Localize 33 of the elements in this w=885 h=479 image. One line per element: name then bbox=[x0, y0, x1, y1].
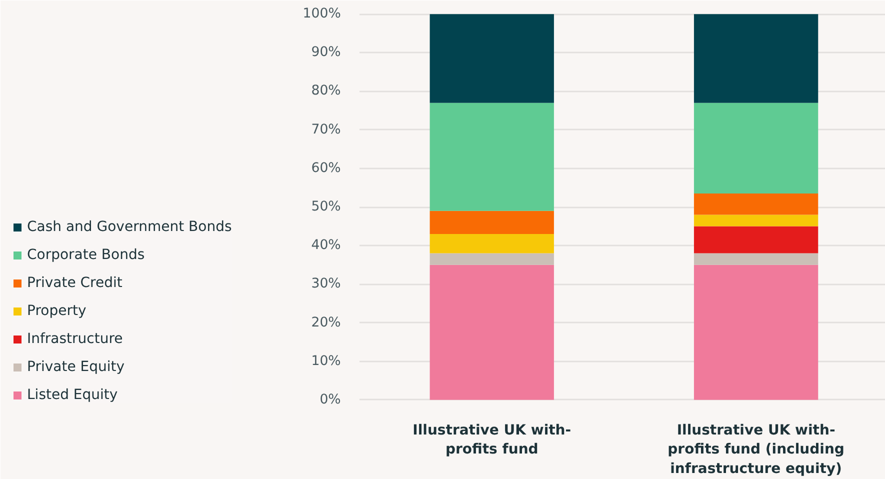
bar bbox=[694, 226, 818, 254]
bar bbox=[430, 102, 554, 211]
bar bbox=[694, 214, 818, 226]
legend-label: Listed Equity bbox=[27, 387, 118, 403]
bar bbox=[694, 102, 818, 194]
legend-label: Corporate Bonds bbox=[27, 247, 145, 263]
legend-label: Property bbox=[27, 303, 86, 319]
y-tick-label: 70% bbox=[311, 122, 341, 138]
bar bbox=[430, 14, 554, 103]
legend-label: Infrastructure bbox=[27, 331, 123, 347]
y-tick-label: 90% bbox=[311, 45, 341, 60]
y-tick-label: 30% bbox=[311, 276, 341, 292]
legend-label: Private Equity bbox=[27, 359, 125, 375]
legend-label: Private Credit bbox=[27, 275, 122, 291]
legend-label: Cash and Government Bonds bbox=[27, 219, 232, 235]
y-tick-label: 0% bbox=[320, 392, 341, 408]
bar bbox=[430, 264, 554, 400]
y-tick-label: 80% bbox=[311, 84, 341, 99]
y-tick-label: 10% bbox=[311, 354, 341, 369]
x-tick-label: Illustrative UK with-profits fund bbox=[412, 422, 572, 458]
bar bbox=[694, 253, 818, 265]
bar bbox=[430, 210, 554, 234]
bar bbox=[694, 193, 818, 215]
bar bbox=[430, 253, 554, 265]
bar bbox=[430, 234, 554, 254]
bar bbox=[694, 264, 818, 400]
y-tick-label: 60% bbox=[311, 160, 341, 176]
y-tick-label: 50% bbox=[311, 200, 341, 214]
y-tick-label: 100% bbox=[302, 6, 341, 22]
y-tick-label: 40% bbox=[311, 238, 341, 254]
bar bbox=[694, 14, 818, 103]
x-tick-label: Illustrative UK with-profits fund (including infrastructure equity) bbox=[668, 422, 844, 477]
y-tick-label: 20% bbox=[311, 315, 341, 330]
